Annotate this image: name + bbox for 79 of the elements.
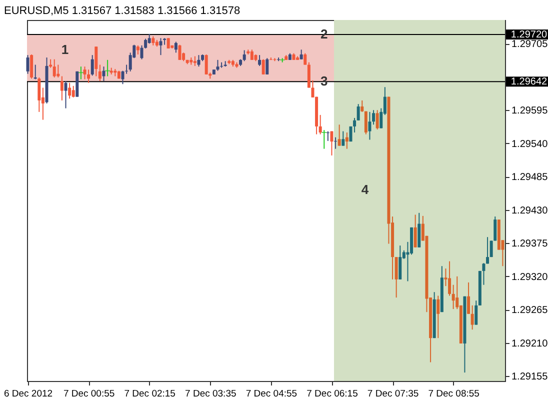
y-tick-label: 1.29155 xyxy=(512,372,548,383)
candlestick xyxy=(152,36,155,46)
candlestick xyxy=(174,41,178,54)
candlestick xyxy=(474,300,478,326)
candlestick xyxy=(258,54,262,66)
y-tick-label: 1.29320 xyxy=(512,272,548,283)
candlestick xyxy=(242,50,246,62)
candlestick xyxy=(262,58,265,75)
x-tick-label: 7 Dec 04:55 xyxy=(246,388,298,400)
x-tick-label: 7 Dec 06:15 xyxy=(306,388,358,400)
candlestick xyxy=(159,38,162,56)
candlestick xyxy=(360,100,364,112)
annotation: 1 xyxy=(61,42,69,57)
candlestick xyxy=(394,256,398,298)
candlestick xyxy=(64,80,68,109)
y-tick-label: 1.29540 xyxy=(512,138,548,150)
candlestick xyxy=(136,44,140,55)
y-tick-label: 1.29595 xyxy=(512,106,548,117)
candlestick xyxy=(38,76,41,112)
candlestick xyxy=(494,216,497,242)
ref-line-label: 1.29642 xyxy=(510,76,548,88)
x-tick-label: 7 Dec 03:35 xyxy=(185,388,236,400)
candlestick xyxy=(83,66,86,80)
candlestick xyxy=(345,132,348,150)
candlestick xyxy=(318,114,322,135)
candlestick xyxy=(102,66,106,82)
candlestick xyxy=(148,33,151,44)
candlestick xyxy=(436,295,440,339)
candlestick xyxy=(467,282,470,314)
y-tick-label: 1.29265 xyxy=(512,305,548,316)
candlestick xyxy=(414,214,417,248)
candlestick xyxy=(307,62,310,88)
candlestick xyxy=(364,110,368,135)
candlestick xyxy=(52,58,56,78)
candlestick xyxy=(342,130,345,146)
candlestick xyxy=(197,54,200,68)
candlestick xyxy=(356,104,360,121)
candlestick xyxy=(368,111,372,140)
chart-title: EURUSD,M5 1.31567 1.31583 1.31566 1.31578 xyxy=(4,5,240,17)
x-tick-label: 7 Dec 02:15 xyxy=(124,388,176,400)
candlestick xyxy=(330,130,334,156)
x-tick-label: 7 Dec 08:55 xyxy=(428,388,480,400)
y-tick-label: 1.29210 xyxy=(512,338,548,350)
candlestick xyxy=(30,54,34,80)
x-tick-label: 6 Dec 2012 xyxy=(4,388,53,400)
y-tick-label: 1.29705 xyxy=(512,39,548,50)
candlestick xyxy=(193,56,196,66)
candlestick xyxy=(486,236,490,264)
candlestick xyxy=(68,82,72,100)
candlestick xyxy=(490,240,493,258)
candlestick xyxy=(448,260,452,296)
candlestick xyxy=(178,44,182,60)
candlestick xyxy=(266,58,269,75)
candlestick xyxy=(60,76,64,101)
candlestick xyxy=(87,69,90,84)
candlestick xyxy=(166,38,170,49)
candlestick xyxy=(26,54,30,74)
candlestick xyxy=(250,49,254,60)
candlestick xyxy=(72,85,75,98)
candlestick xyxy=(418,212,421,248)
ref-line-label: 1.29720 xyxy=(510,30,548,41)
x-tick-label: 7 Dec 07:35 xyxy=(367,388,419,400)
candlestick xyxy=(94,46,98,77)
annotation: 4 xyxy=(361,182,370,197)
candlestick xyxy=(353,117,356,133)
x-tick-label: 7 Dec 00:55 xyxy=(63,388,115,400)
y-tick-label: 1.29430 xyxy=(512,205,548,216)
candlestick xyxy=(470,304,474,330)
candlestick xyxy=(372,110,376,126)
candlestick xyxy=(376,110,379,130)
candlestick xyxy=(98,64,102,82)
y-tick-label: 1.29375 xyxy=(512,238,548,250)
candlestick xyxy=(338,124,341,146)
y-tick-label: 1.29485 xyxy=(512,172,548,184)
candlestick xyxy=(216,59,220,72)
candlestick xyxy=(398,245,402,280)
candlestick xyxy=(204,54,208,75)
candlestick xyxy=(90,54,94,76)
candlestick xyxy=(300,49,303,60)
